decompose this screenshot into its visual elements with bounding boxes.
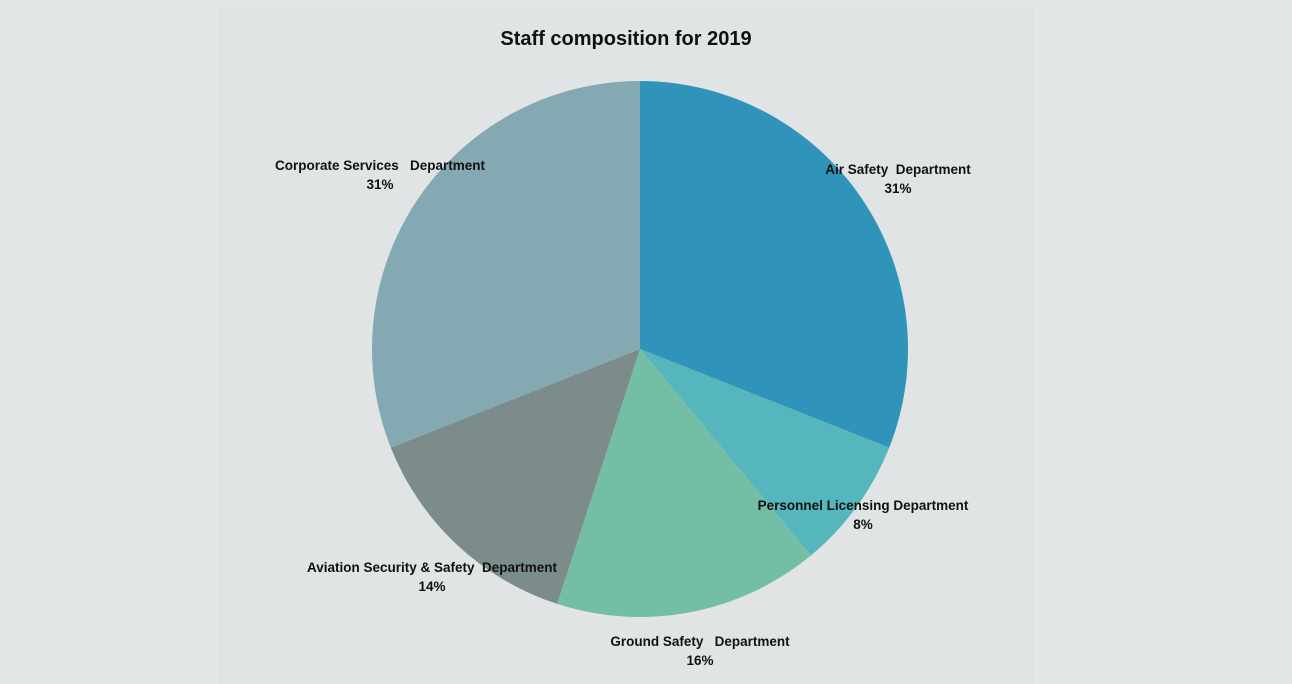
pie-chart: Air Safety Department 31% Personnel Licens… <box>275 81 971 668</box>
pie-slice <box>557 349 811 617</box>
chart-panel: Staff composition for 2019 Air Safety De… <box>218 8 1034 684</box>
slice-value-label: 14% <box>418 579 445 594</box>
slice-value-label: 31% <box>366 177 393 192</box>
pie-slice <box>390 349 640 604</box>
slice-value-label: 8% <box>853 517 873 532</box>
slice-label: Ground Safety Department <box>610 634 790 649</box>
chart-title: Staff composition for 2019 <box>500 28 752 50</box>
slice-label: Aviation Security & Safety Department <box>307 560 558 575</box>
slice-label: Air Safety Department <box>825 162 971 177</box>
pie-slice <box>371 81 640 448</box>
slice-value-label: 16% <box>686 653 713 668</box>
pie-slice <box>640 349 890 556</box>
slice-label: Personnel Licensing Department <box>758 498 969 513</box>
slice-label: Corporate Services Department <box>275 158 486 173</box>
slice-value-label: 31% <box>884 181 911 196</box>
pie-slice <box>640 81 908 448</box>
